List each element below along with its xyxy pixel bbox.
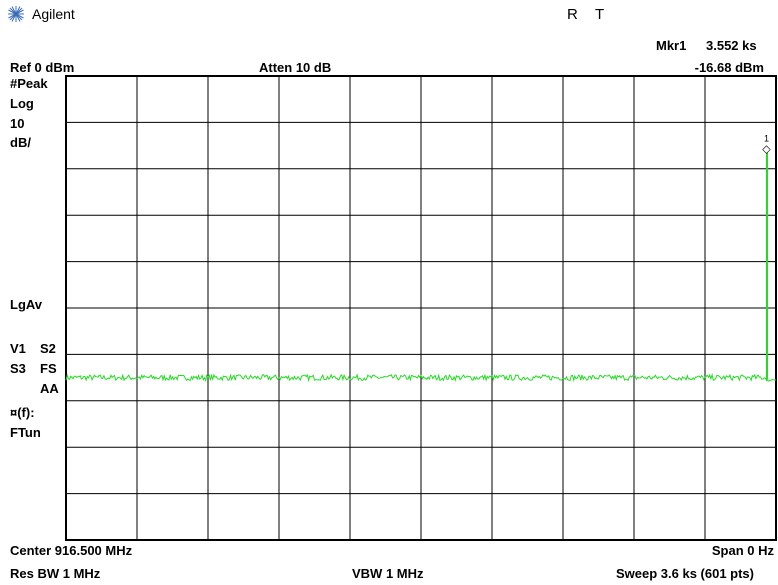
graticule bbox=[65, 75, 777, 541]
status-r: R bbox=[567, 6, 578, 23]
agilent-spark-icon bbox=[8, 6, 24, 22]
marker-time: 3.552 ks bbox=[706, 38, 757, 53]
marker-number: 1 bbox=[764, 133, 769, 143]
ftun-label: FTun bbox=[10, 425, 41, 440]
trace-display: ◇1 bbox=[65, 75, 777, 541]
span: Span 0 Hz bbox=[711, 543, 774, 558]
ft-label: ¤(f): bbox=[10, 405, 35, 420]
scale-unit: dB/ bbox=[10, 135, 31, 150]
aa-label: AA bbox=[40, 381, 59, 396]
scale-type: Log bbox=[10, 96, 34, 111]
brand-name: Agilent bbox=[32, 6, 75, 22]
v1-label: V1 bbox=[10, 341, 26, 356]
video-bandwidth: VBW 1 MHz bbox=[352, 566, 424, 581]
trace-line bbox=[65, 152, 777, 383]
average-mode: LgAv bbox=[10, 297, 43, 312]
detector-mode: #Peak bbox=[10, 76, 48, 91]
resolution-bandwidth: Res BW 1 MHz bbox=[10, 566, 101, 581]
sweep-time: Sweep 3.6 ks (601 pts) bbox=[615, 566, 754, 581]
marker-level: -16.68 dBm bbox=[694, 60, 764, 75]
marker-layer: ◇1 bbox=[762, 133, 771, 155]
status-t: T bbox=[595, 6, 605, 23]
center-frequency: Center 916.500 MHz bbox=[10, 543, 133, 558]
ref-level: Ref 0 dBm bbox=[10, 60, 75, 75]
s2-label: S2 bbox=[40, 341, 56, 356]
marker-label: Mkr1 bbox=[656, 38, 687, 53]
marker-diamond-icon: ◇ bbox=[762, 142, 771, 155]
fs-label: FS bbox=[40, 361, 57, 376]
scale-value: 10 bbox=[10, 116, 25, 131]
s3-label: S3 bbox=[10, 361, 26, 376]
brand: Agilent bbox=[8, 6, 75, 22]
attenuation: Atten 10 dB bbox=[259, 60, 332, 75]
